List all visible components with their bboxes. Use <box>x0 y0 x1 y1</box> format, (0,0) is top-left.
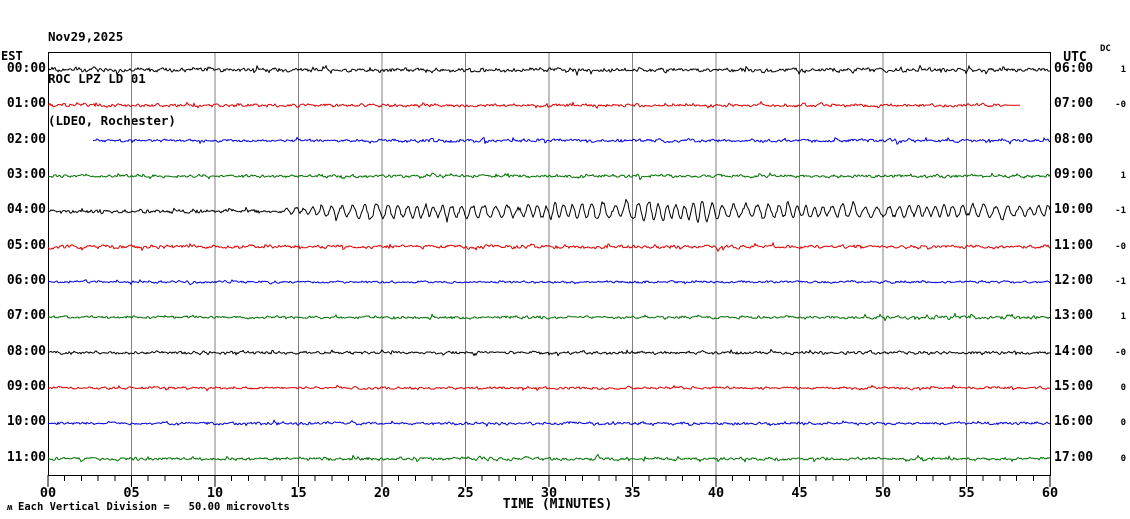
est-label-0600: 06:00 <box>6 273 46 289</box>
trace-row-0400 <box>47 198 1051 223</box>
trace-row-0300 <box>47 172 1051 181</box>
utc-label-1100: 11:00 <box>1054 237 1094 253</box>
dc-value-0700: 1 <box>1120 312 1126 323</box>
utc-label-0800: 08:00 <box>1054 131 1094 147</box>
title-station: ROC LPZ LD 01 <box>48 71 146 86</box>
est-label-0100: 01:00 <box>6 96 46 112</box>
est-label-0000: 00:00 <box>6 61 46 76</box>
dc-value-0400: -1 <box>1115 206 1126 217</box>
left-axis-header: EST <box>1 49 23 63</box>
dc-value-0600: -1 <box>1115 277 1126 288</box>
est-label-0700: 07:00 <box>6 308 46 324</box>
trace-row-0600 <box>47 279 1051 286</box>
plot-title-block: Nov29,2025 ROC LPZ LD 01 (LDEO, Rocheste… <box>48 2 176 156</box>
trace-row-0700 <box>47 312 1051 322</box>
utc-label-0600: 06:00 <box>1054 61 1094 76</box>
dc-value-0300: 1 <box>1120 171 1126 181</box>
est-label-0200: 02:00 <box>6 131 46 147</box>
x-tick-label: 25 <box>457 485 473 501</box>
trace-row-0500 <box>47 242 1051 252</box>
dc-value-0500: -0 <box>1115 241 1126 252</box>
dc-value-0900: 0 <box>1120 383 1126 394</box>
trace-row-0800 <box>47 348 1051 357</box>
scale-note: Each Vertical Division = 50.00 microvolt… <box>18 501 290 513</box>
est-label-0800: 08:00 <box>6 343 46 359</box>
utc-label-1400: 14:00 <box>1054 343 1094 359</box>
title-network: (LDEO, Rochester) <box>48 113 176 128</box>
x-tick-label: 55 <box>958 485 974 501</box>
est-label-0900: 09:00 <box>6 379 46 395</box>
x-axis-title: TIME (MINUTES) <box>502 497 613 512</box>
utc-label-1600: 16:00 <box>1054 414 1094 430</box>
dc-value-0000: 1 <box>1120 65 1126 75</box>
dc-value-1100: 0 <box>1120 453 1126 464</box>
trace-row-1100 <box>47 453 1051 463</box>
utc-label-1300: 13:00 <box>1054 308 1094 324</box>
x-tick-label: 00 <box>40 485 56 501</box>
title-date: Nov29,2025 <box>48 29 124 44</box>
est-label-1000: 10:00 <box>6 414 46 430</box>
trace-row-0200 <box>92 136 1051 145</box>
dc-value-1000: 0 <box>1120 418 1126 429</box>
est-label-0500: 05:00 <box>6 237 46 253</box>
trace-row-0000 <box>47 65 1051 76</box>
x-tick-label: 15 <box>290 485 306 501</box>
utc-label-0700: 07:00 <box>1054 96 1094 112</box>
footer-glyph: ʍ <box>7 503 13 513</box>
utc-label-1700: 17:00 <box>1054 449 1094 465</box>
x-tick-label: 05 <box>123 485 139 501</box>
trace-row-1000 <box>47 419 1051 427</box>
utc-label-1500: 15:00 <box>1054 379 1094 395</box>
est-label-0300: 03:00 <box>6 167 46 182</box>
x-tick-label: 45 <box>791 485 807 501</box>
est-label-0400: 04:00 <box>6 202 46 218</box>
est-label-1100: 11:00 <box>6 449 46 465</box>
dc-column-header: DC <box>1100 44 1111 54</box>
x-tick-label: 35 <box>624 485 640 501</box>
dc-value-0800: -0 <box>1115 347 1126 358</box>
utc-label-1200: 12:00 <box>1054 273 1094 289</box>
x-tick-label: 40 <box>708 485 724 501</box>
utc-label-0900: 09:00 <box>1054 167 1094 182</box>
x-tick-label: 50 <box>875 485 891 501</box>
trace-row-0100 <box>47 101 1020 109</box>
dc-value-0100: -0 <box>1115 100 1126 111</box>
right-axis-header: UTC <box>1063 50 1087 65</box>
x-tick-label: 10 <box>207 485 223 501</box>
x-tick-label: 60 <box>1042 485 1058 501</box>
x-tick-label: 30 <box>541 485 557 501</box>
utc-label-1000: 10:00 <box>1054 202 1094 218</box>
x-tick-label: 20 <box>374 485 390 501</box>
trace-row-0900 <box>47 385 1051 392</box>
